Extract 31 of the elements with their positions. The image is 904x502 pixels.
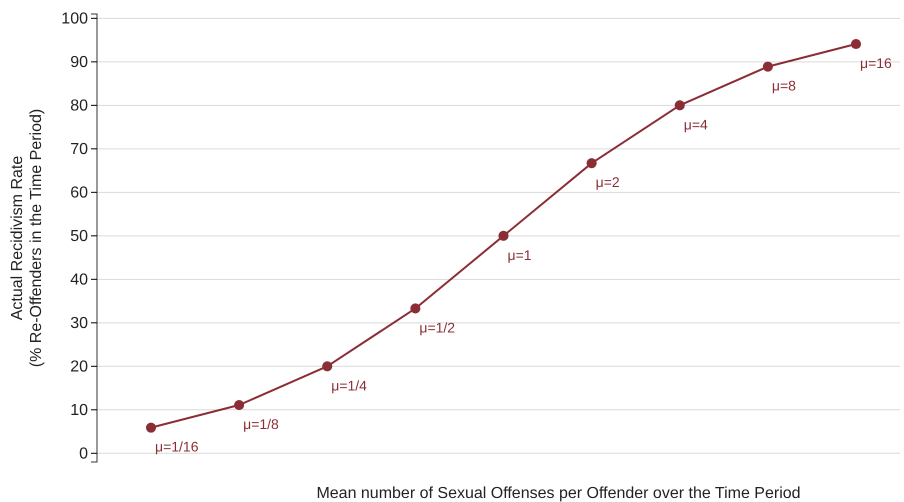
point — [498, 230, 509, 241]
y-tick-label: 20 — [70, 358, 88, 376]
point — [146, 422, 156, 433]
point — [410, 303, 420, 314]
point — [586, 158, 597, 168]
annotation: μ=4 — [684, 116, 708, 132]
y-tick-label: 60 — [70, 184, 88, 202]
annotation: μ=1/16 — [155, 438, 199, 455]
y-tick-label: 50 — [70, 228, 88, 245]
annotation: μ=16 — [860, 55, 892, 72]
annotation: μ=8 — [772, 78, 796, 94]
point — [674, 100, 685, 110]
x-axis-title: Mean number of Sexual Offenses per Offender over the Time Period — [316, 485, 801, 502]
y-tick-label: 100 — [61, 10, 88, 28]
y-tick-label: 70 — [70, 140, 88, 158]
annotation: μ=1/8 — [243, 416, 280, 432]
y-tick-label: 40 — [70, 271, 88, 288]
y-axis-title: Actual Recidivism Rate (% Re-Offenders in the Time Period) — [9, 108, 45, 368]
annotation: μ=1 — [508, 246, 532, 263]
point — [762, 62, 773, 72]
point — [234, 400, 244, 410]
y-tick-label: 0 — [79, 445, 88, 462]
y-tick-label: 30 — [70, 314, 88, 332]
y-tick-label: 10 — [70, 402, 88, 419]
y-tick-label: 90 — [70, 54, 88, 71]
annotation: μ=2 — [596, 174, 620, 190]
annotation: μ=1/2 — [419, 319, 456, 336]
point — [322, 361, 332, 372]
y-tick-label: 80 — [70, 97, 88, 114]
point — [850, 38, 862, 50]
annotation: μ=1/4 — [331, 377, 368, 394]
